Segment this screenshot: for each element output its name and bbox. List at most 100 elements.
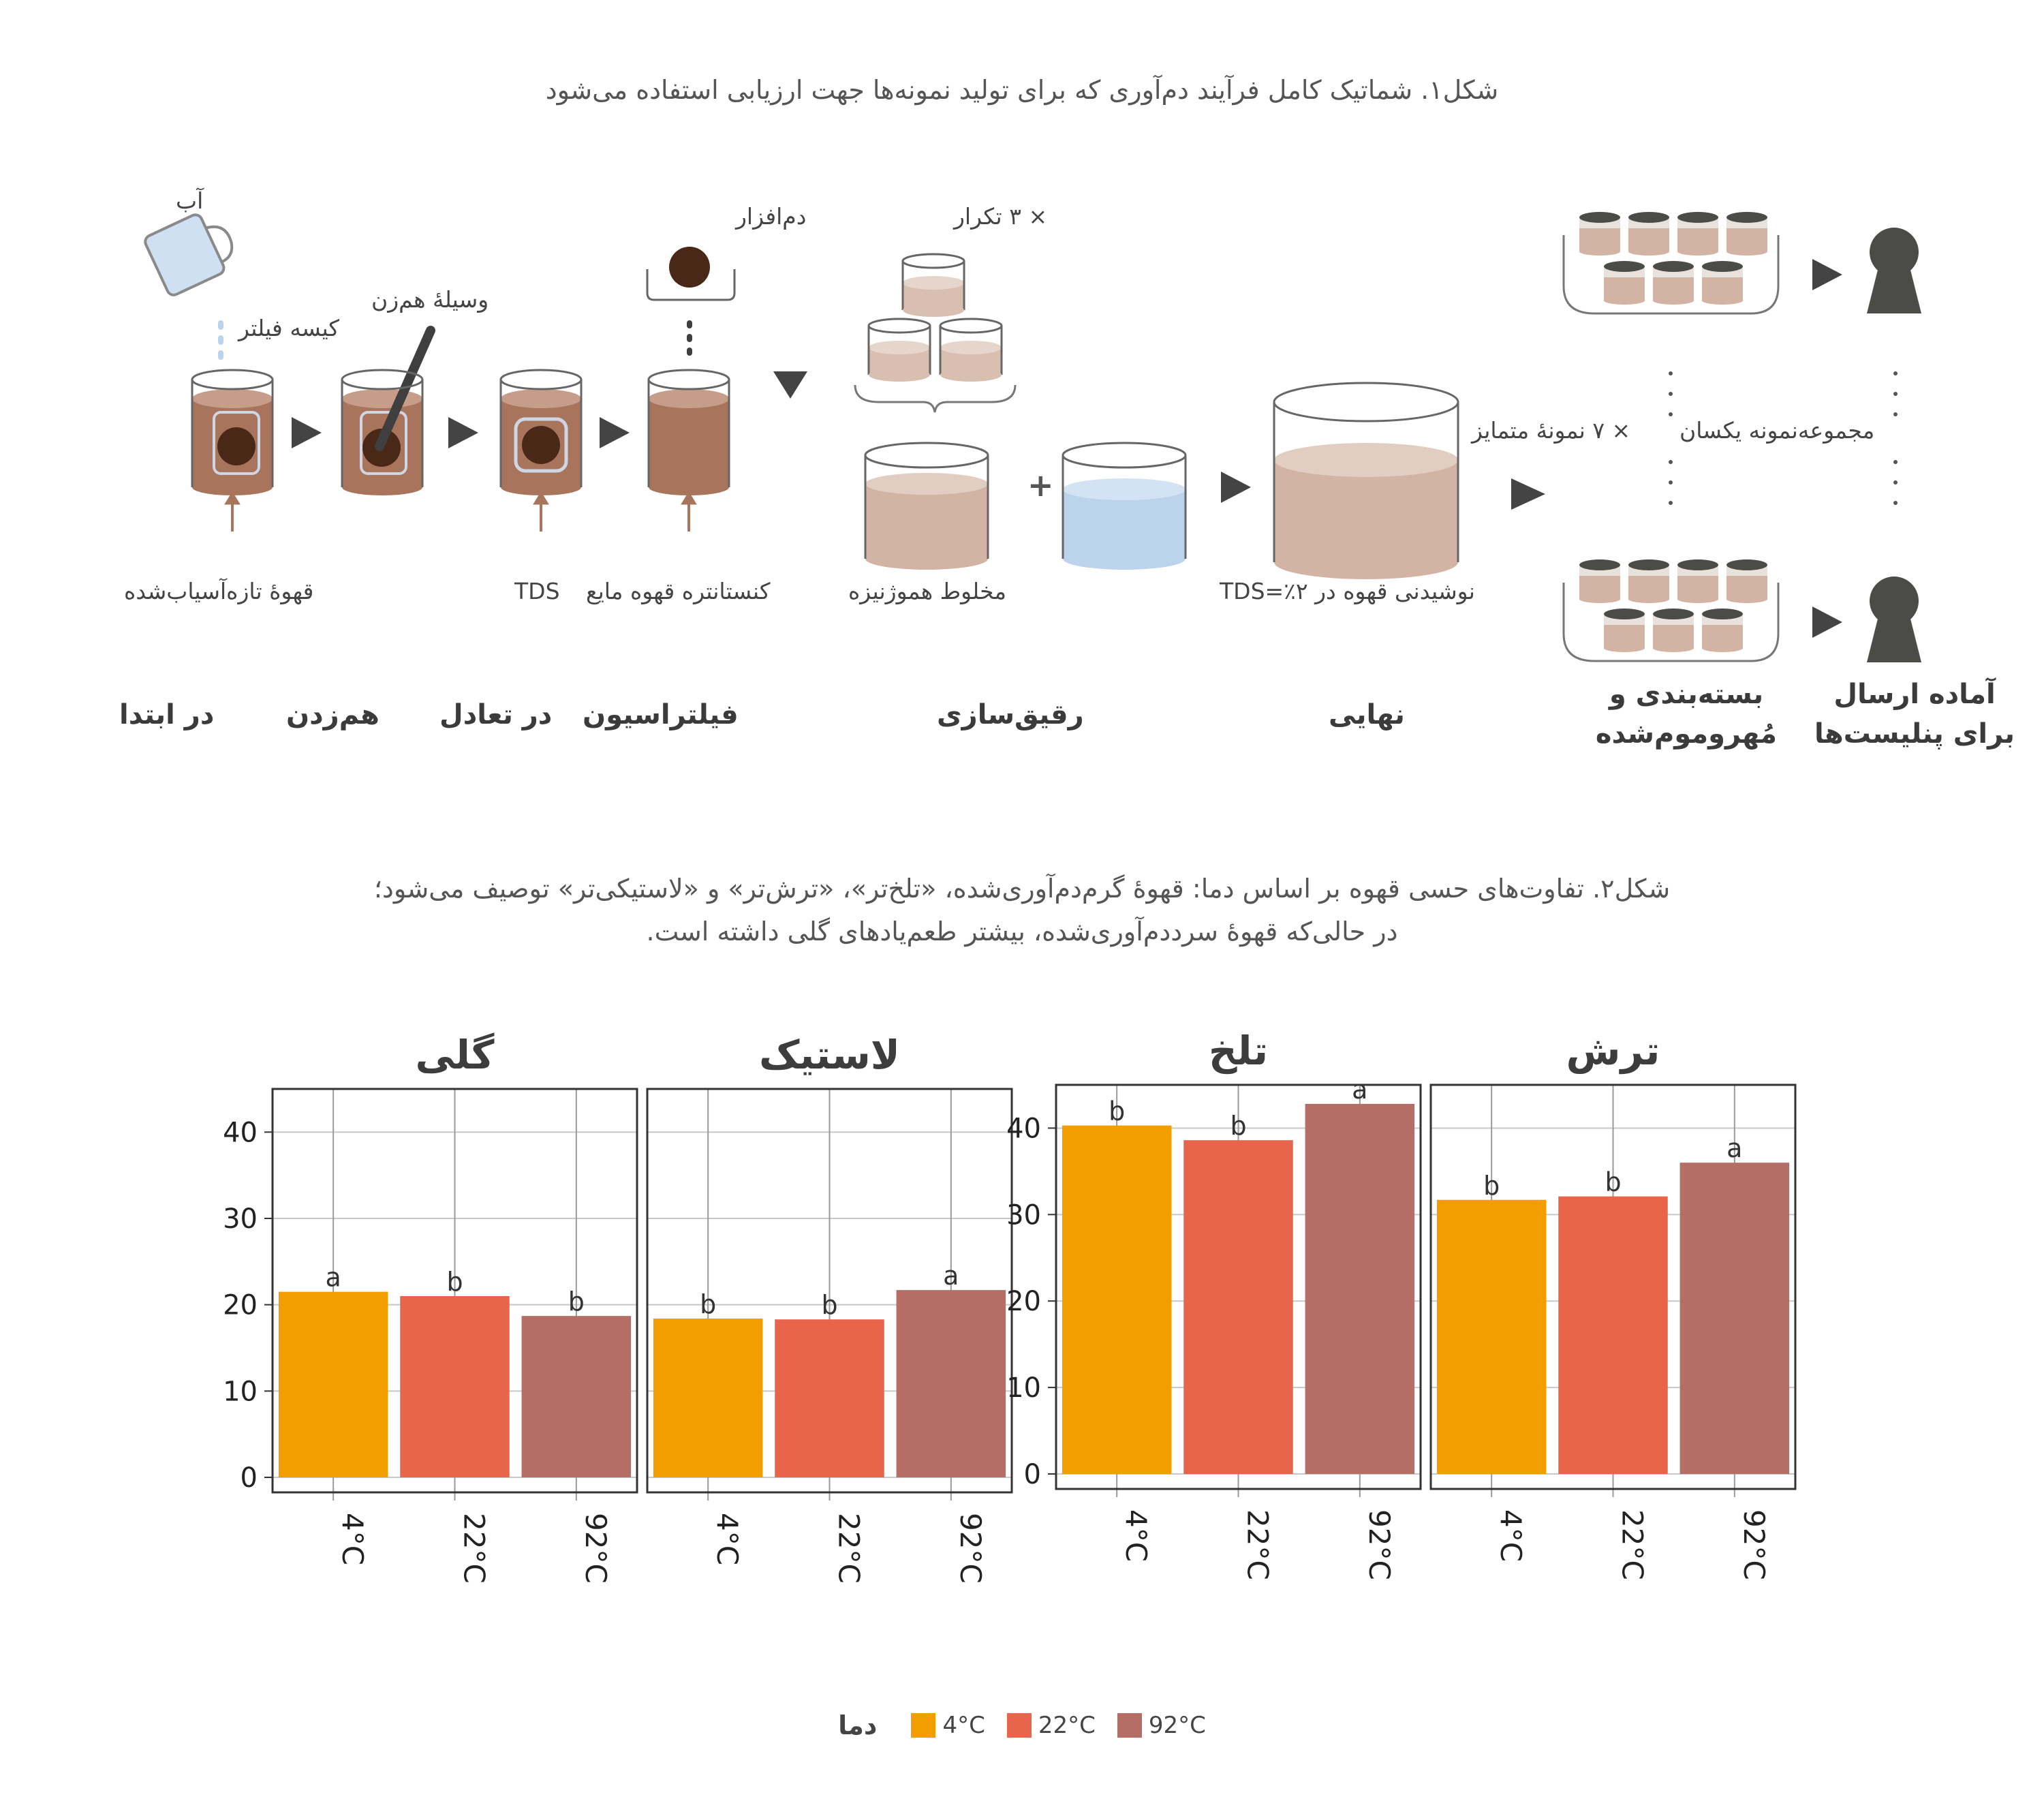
x-tick-label: 92°C — [954, 1513, 987, 1584]
plot-frame — [1055, 1083, 1422, 1490]
y-tick-label: 20 — [223, 1290, 258, 1321]
y-tick-label: 10 — [223, 1376, 258, 1407]
bar — [775, 1319, 884, 1477]
label-seven-samples: × ۷ نمونهٔ متمایز — [1472, 417, 1631, 444]
significance-letter: a — [943, 1261, 959, 1291]
label-stirrer: وسیلهٔ هم‌زن — [371, 286, 489, 313]
chart-title: تلخ — [1209, 1028, 1268, 1075]
ellipsis-dots — [1669, 371, 1898, 505]
label-tds: TDS — [514, 578, 560, 604]
sample-cup — [1604, 609, 1645, 652]
plot-frame — [271, 1088, 638, 1494]
y-tick-label: 20 — [1006, 1286, 1041, 1317]
y-tick-label: 30 — [223, 1203, 258, 1235]
beaker-start — [191, 369, 274, 495]
chart-panel: گلی a 4°C b 22°C b 92°C 0 10 20 30 40 — [223, 1032, 638, 1584]
sample-cup — [1628, 559, 1669, 603]
stage-equilibrium: در تعادل — [439, 699, 553, 731]
x-tick-label: 4°C — [1119, 1509, 1153, 1562]
figure2-caption-line1: شکل۲. تفاوت‌های حسی قهوه بر اساس دما: قه… — [373, 874, 1671, 904]
sample-cup — [1628, 212, 1669, 256]
x-tick-label: 22°C — [458, 1513, 491, 1584]
x-tick-label: 92°C — [579, 1513, 613, 1584]
sample-tray-top — [1562, 235, 1780, 315]
legend: دما 4°C 22°C 92°C — [0, 1710, 2044, 1740]
bar — [1679, 1163, 1790, 1474]
sample-cup — [1653, 609, 1694, 652]
label-final-drink: نوشیدنی قهوه در ۲٪=TDS — [1220, 578, 1475, 604]
label-water: آب — [176, 187, 204, 214]
stage-stirring: هم‌زدن — [286, 699, 380, 731]
bar — [400, 1296, 510, 1477]
stage-packaged: بسته‌بندی و مُهروموم‌شده — [1595, 679, 1778, 750]
label-filter-bag: کیسه فیلتر — [238, 315, 340, 341]
chart-title: گلی — [415, 1032, 494, 1078]
sample-cup — [1579, 212, 1620, 256]
x-tick-label: 22°C — [1241, 1509, 1275, 1580]
sample-cup — [1604, 261, 1645, 305]
bar — [1183, 1140, 1293, 1474]
significance-letter: a — [1726, 1133, 1742, 1163]
chart-panel: ترش b 4°C b 22°C a 92°C — [1429, 1028, 1797, 1580]
water-beaker — [1062, 442, 1187, 570]
chart-panel: لاستیک b 4°C b 22°C a 92°C — [646, 1032, 1013, 1584]
significance-letter: b — [1230, 1111, 1246, 1141]
significance-letter: a — [326, 1263, 341, 1293]
x-tick-label: 4°C — [711, 1513, 744, 1565]
plot-frame — [646, 1088, 1013, 1494]
significance-letter: b — [1109, 1096, 1125, 1126]
bar — [1436, 1199, 1547, 1474]
label-identical-set: مجموعه‌نمونه یکسان — [1679, 417, 1875, 444]
stage-final: نهایی — [1329, 699, 1405, 731]
sample-cup — [1677, 212, 1718, 256]
figure2-caption-line2: در حالی‌که قهوهٔ سرددم‌آوری‌شده، بیشتر ط… — [646, 917, 1398, 947]
stage-start: در ابتدا — [119, 699, 215, 731]
legend-item-22: 22°C — [1000, 1712, 1096, 1739]
bar — [278, 1291, 388, 1477]
sample-cups — [1579, 212, 1767, 652]
significance-letter: b — [446, 1267, 463, 1297]
significance-letter: a — [1352, 1075, 1367, 1105]
sample-cup — [1702, 609, 1743, 652]
repeat-cups — [854, 253, 1017, 413]
sensory-charts: گلی a 4°C b 22°C b 92°C 0 10 20 30 40 لاستیک b 4°C b 22°… — [223, 1028, 1797, 1584]
label-thermometer: دم‌افزار — [736, 203, 807, 230]
bar — [653, 1318, 763, 1477]
beaker-stirring — [341, 326, 435, 495]
significance-letter: b — [821, 1290, 837, 1320]
legend-item-4: 4°C — [904, 1712, 985, 1739]
legend-swatch-4 — [911, 1713, 936, 1738]
x-tick-label: 92°C — [1363, 1509, 1396, 1580]
y-tick-label: 0 — [241, 1462, 258, 1494]
legend-title: دما — [838, 1710, 878, 1740]
y-tick-label: 10 — [1006, 1372, 1041, 1404]
homogenized-beaker — [864, 442, 989, 570]
chart-title: ترش — [1566, 1028, 1660, 1075]
water-drops-icon — [218, 320, 223, 360]
sample-cup — [1653, 261, 1694, 305]
bar — [521, 1316, 632, 1477]
x-tick-label: 4°C — [1494, 1509, 1528, 1562]
legend-item-92: 92°C — [1111, 1712, 1206, 1739]
label-repeat: × ۳ تکرار — [954, 203, 1048, 230]
label-concentrate: کنستانتره قهوه مایع — [586, 578, 771, 604]
process-arrows — [292, 259, 1842, 638]
y-tick-label: 40 — [223, 1117, 258, 1148]
bar — [1558, 1196, 1668, 1474]
x-tick-label: 92°C — [1737, 1509, 1771, 1580]
sample-cup — [1579, 559, 1620, 603]
x-tick-label: 4°C — [336, 1513, 369, 1565]
x-tick-label: 22°C — [1616, 1509, 1650, 1580]
figure1-caption: شکل۱. شماتیک کامل فرآیند دم‌آوری که برای… — [545, 75, 1499, 105]
up-arrows — [224, 491, 697, 532]
stage-ready: آماده ارسال برای پنلیست‌ها — [1814, 679, 2015, 750]
label-fresh-ground: قهوهٔ تازه‌آسیاب‌شده — [124, 578, 314, 604]
plot-frame — [1429, 1083, 1797, 1490]
final-beaker — [1273, 382, 1459, 579]
bar — [1305, 1103, 1415, 1474]
beaker-equilibrium — [499, 369, 583, 495]
bar — [896, 1290, 1006, 1477]
beaker-filtration — [647, 369, 730, 495]
thermometer-icon — [646, 247, 736, 356]
y-tick-label: 0 — [1024, 1459, 1041, 1490]
